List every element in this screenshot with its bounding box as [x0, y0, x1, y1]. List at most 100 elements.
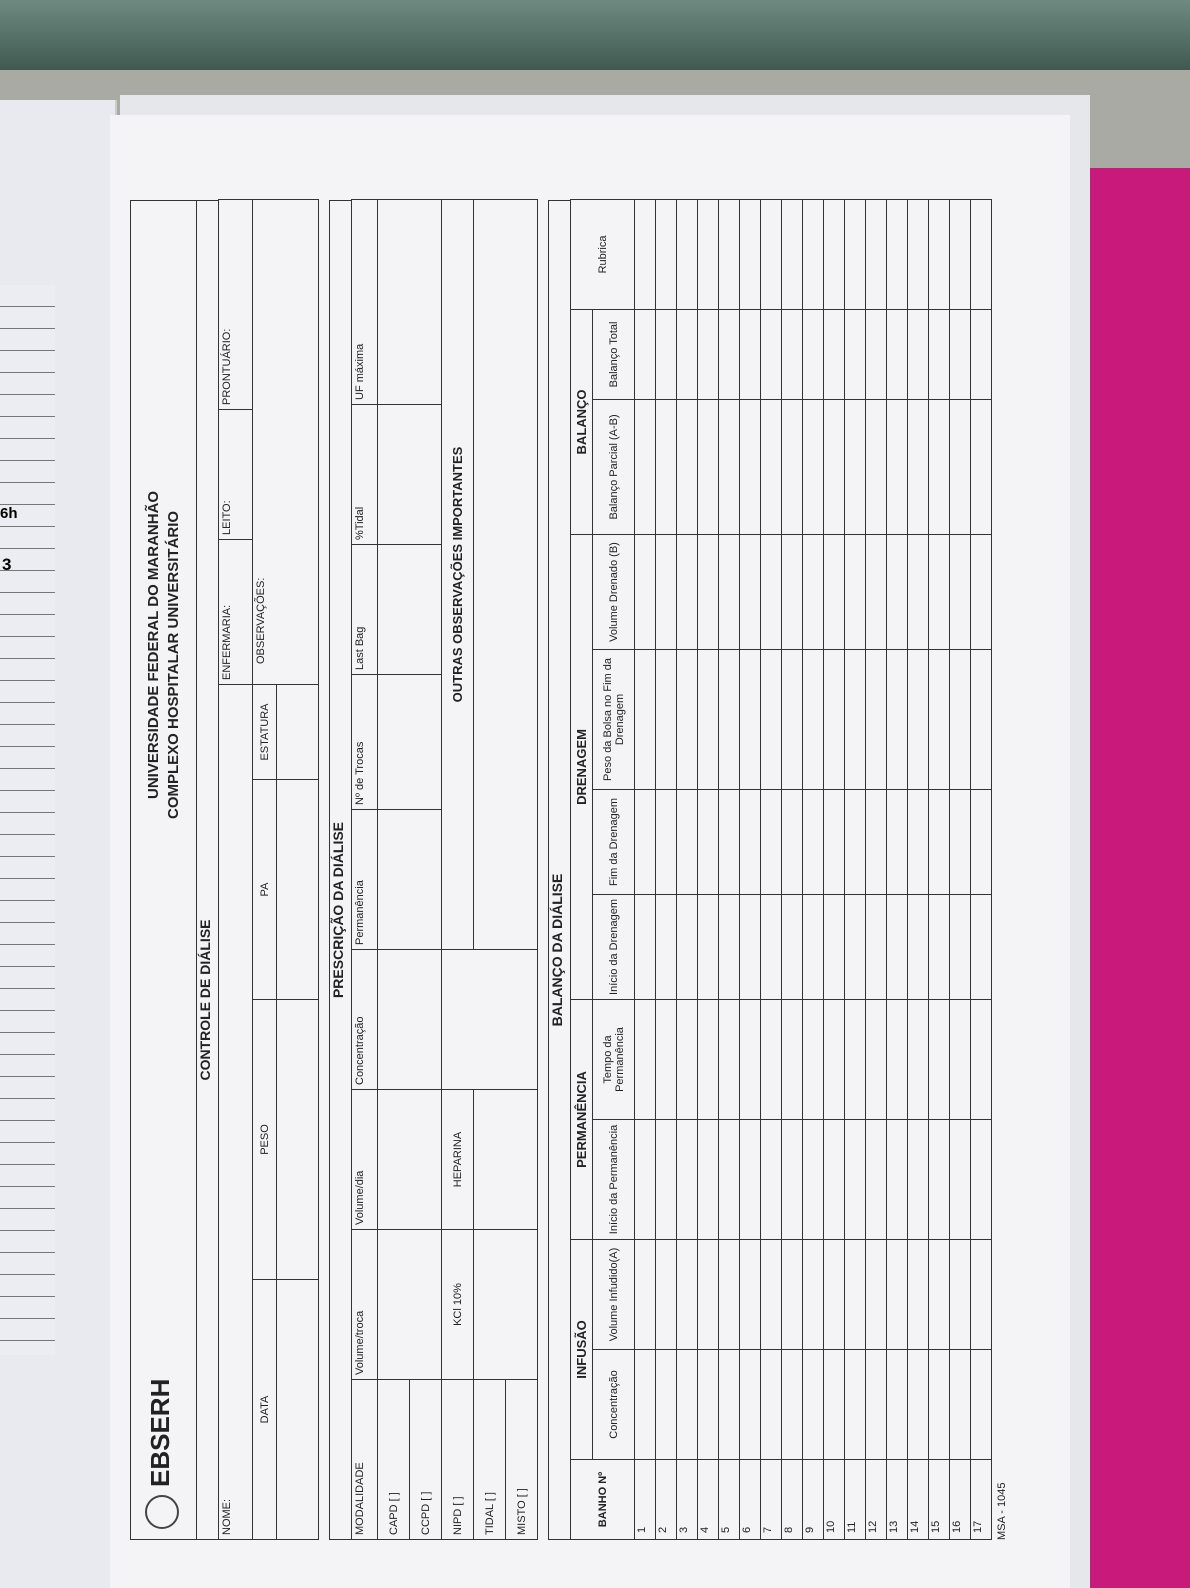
blank-cell	[655, 1119, 677, 1240]
blank-cell	[377, 199, 442, 405]
blank-cell	[949, 1349, 971, 1460]
blank-cell	[949, 309, 971, 400]
blank-cell	[634, 199, 656, 310]
section-title: BALANÇO DA DIÁLISE	[548, 200, 570, 1540]
blank-cell	[377, 1089, 442, 1230]
blank-cell	[739, 1239, 761, 1350]
blank-cell	[739, 789, 761, 895]
row-number: 9	[802, 1459, 824, 1540]
blank-cell	[781, 789, 803, 895]
row: 17	[970, 199, 992, 1540]
column-header: Volume Infudido(A)	[592, 1239, 635, 1350]
blank-cell	[781, 999, 803, 1120]
blank-cell	[886, 309, 908, 400]
group-header: INFUSÃO	[570, 1239, 593, 1460]
blank-cell	[276, 684, 319, 780]
blank-cell	[907, 309, 929, 400]
blank-cell	[886, 894, 908, 1000]
blank-cell	[377, 544, 442, 675]
blank-cell	[823, 1239, 845, 1350]
row: 15	[928, 199, 950, 1540]
blank-cell	[970, 199, 992, 310]
column-header: Fim da Drenagem	[592, 789, 635, 895]
blank-cell	[802, 399, 824, 535]
blank-cell	[886, 199, 908, 310]
column-header: Permanência	[351, 809, 378, 950]
blank-cell	[760, 999, 782, 1120]
pink-folder	[1085, 168, 1190, 1588]
blank-cell	[676, 1119, 698, 1240]
blank-cell	[718, 309, 740, 400]
blank-cell	[655, 1349, 677, 1460]
blank-cell	[697, 199, 719, 310]
blank-cell	[928, 894, 950, 1000]
blank-cell	[718, 1239, 740, 1350]
column-header: Volume Drenado (B)	[592, 534, 635, 650]
group-header: PERMANÊNCIA	[570, 999, 593, 1240]
blank-cell	[970, 999, 992, 1120]
blank-cell	[823, 999, 845, 1120]
column-header: Concentração	[351, 949, 378, 1090]
modality: NIPD [ ]	[441, 1379, 474, 1540]
form: EBSERH UNIVERSIDADE FEDERAL DO MARANHÃO …	[130, 199, 1008, 1540]
blank-cell	[473, 199, 538, 950]
blank-cell	[377, 949, 442, 1090]
form-title: CONTROLE DE DIÁLISE	[196, 200, 218, 1540]
blank-cell	[676, 999, 698, 1120]
blank-cell	[949, 789, 971, 895]
blank-cell	[844, 199, 866, 310]
blank-cell	[823, 399, 845, 535]
section-title: PRESCRIÇÃO DA DIÁLISE	[329, 200, 351, 1540]
row-number: 14	[907, 1459, 929, 1540]
form-header: EBSERH UNIVERSIDADE FEDERAL DO MARANHÃO …	[130, 200, 196, 1540]
blank-cell	[697, 1119, 719, 1240]
modality: CCPD [ ]	[409, 1379, 442, 1540]
blank-cell	[886, 1349, 908, 1460]
blank-cell	[634, 894, 656, 1000]
column-header: Balanço Parcial (A-B)	[592, 399, 635, 535]
row: 9	[802, 199, 824, 1540]
field: LEITO:	[218, 409, 253, 540]
blank-cell	[823, 1119, 845, 1240]
blank-cell	[634, 999, 656, 1120]
field: PA	[252, 779, 277, 1000]
logo-icon	[145, 1495, 179, 1529]
blank-cell	[949, 199, 971, 310]
row: 1	[634, 199, 656, 1540]
blank-cell	[802, 789, 824, 895]
blank-cell	[970, 1239, 992, 1350]
row-number: 4	[697, 1459, 719, 1540]
column-header: Concentração	[592, 1349, 635, 1460]
modality: CAPD [ ]	[377, 1379, 410, 1540]
blank-cell	[697, 1239, 719, 1350]
row: 7	[760, 199, 782, 1540]
blank-cell	[634, 309, 656, 400]
row: CAPD [ ]	[377, 199, 442, 1540]
field: OBSERVAÇÕES:	[252, 199, 319, 685]
blank-cell	[970, 649, 992, 790]
blank-cell	[865, 399, 887, 535]
group-header: DRENAGEM	[570, 534, 593, 1000]
blank-cell	[865, 1119, 887, 1240]
blank-cell	[655, 534, 677, 650]
blank-cell	[865, 999, 887, 1120]
modality: TIDAL [ ]	[473, 1379, 506, 1540]
blank-cell	[886, 649, 908, 790]
blank-cell	[739, 309, 761, 400]
blank-cell	[970, 534, 992, 650]
blank-cell	[886, 789, 908, 895]
blank-cell	[844, 649, 866, 790]
blank-cell	[928, 534, 950, 650]
blank-cell	[697, 309, 719, 400]
blank-cell	[473, 1089, 538, 1230]
glass	[0, 0, 1190, 70]
blank-cell	[823, 199, 845, 310]
blank-cell	[949, 1119, 971, 1240]
blank-cell	[949, 534, 971, 650]
blank-cell	[676, 534, 698, 650]
blank-cell	[907, 999, 929, 1120]
blank-cell	[802, 534, 824, 650]
footer: MSA - 1045	[996, 1482, 1008, 1540]
blank-cell	[697, 999, 719, 1120]
